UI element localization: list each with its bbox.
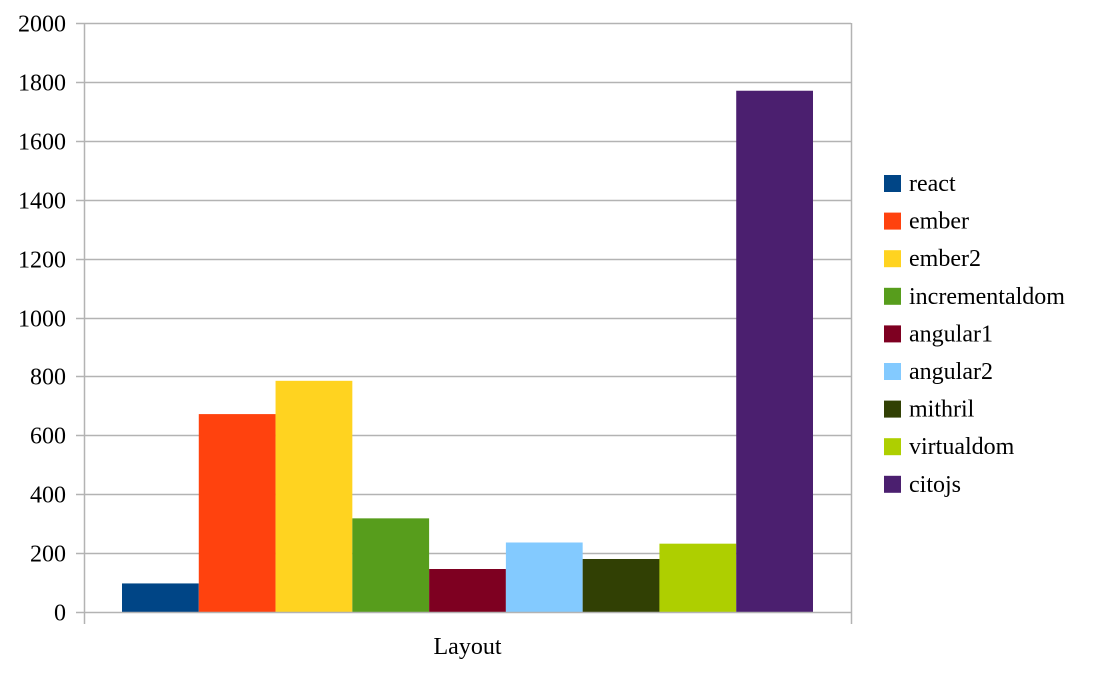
legend-label-incrementaldom: incrementaldom — [909, 284, 1065, 310]
legend-swatch-citojs — [884, 475, 901, 493]
bar-ember — [198, 414, 276, 612]
y-tick-label: 200 — [30, 542, 66, 568]
legend-swatch-incrementaldom — [884, 287, 901, 305]
y-tick-label: 1000 — [18, 307, 66, 333]
bar-mithril — [582, 558, 660, 612]
y-tick-label: 2000 — [18, 12, 66, 38]
bar-angular2 — [505, 542, 583, 612]
legend-swatch-mithril — [884, 400, 901, 418]
y-tick-label: 1800 — [18, 71, 66, 97]
legend-swatch-ember — [884, 212, 901, 230]
y-tick-label: 0 — [54, 601, 66, 627]
legend-swatch-angular1 — [884, 325, 901, 343]
bar-react — [122, 583, 199, 612]
y-tick-label: 1400 — [18, 189, 66, 215]
legend-label-react: react — [909, 171, 956, 197]
legend-label-angular2: angular2 — [909, 359, 993, 385]
legend: react ember ember2 incrementaldom angular1 an… — [884, 171, 1065, 498]
legend-label-ember2: ember2 — [909, 246, 981, 272]
bar-virtualdom — [659, 543, 737, 612]
legend-swatch-virtualdom — [884, 438, 901, 456]
bar-ember2 — [275, 380, 353, 612]
legend-label-ember: ember — [909, 209, 969, 235]
bars — [122, 90, 813, 613]
legend-label-citojs: citojs — [909, 472, 961, 498]
x-category-labels: Layout — [434, 634, 502, 660]
y-tick-label: 600 — [30, 424, 66, 450]
bar-incrementaldom — [352, 518, 430, 612]
bar-citojs — [736, 90, 813, 613]
legend-label-mithril: mithril — [909, 397, 975, 423]
y-tick-label: 400 — [30, 483, 66, 509]
legend-swatch-ember2 — [884, 250, 901, 268]
y-tick-labels: 0 200 400 600 800 1000 1200 1400 1600 1800 2000 — [18, 12, 66, 627]
bar-angular1 — [429, 569, 506, 612]
legend-label-virtualdom: virtualdom — [909, 434, 1015, 460]
y-tick-label: 1600 — [18, 130, 66, 156]
axes — [76, 22, 853, 624]
legend-label-angular1: angular1 — [909, 321, 993, 347]
legend-swatch-angular2 — [884, 363, 901, 380]
y-tick-label: 800 — [30, 365, 66, 391]
legend-swatch-react — [884, 175, 901, 192]
x-category-label: Layout — [434, 634, 502, 660]
y-tick-label: 1200 — [18, 248, 66, 274]
